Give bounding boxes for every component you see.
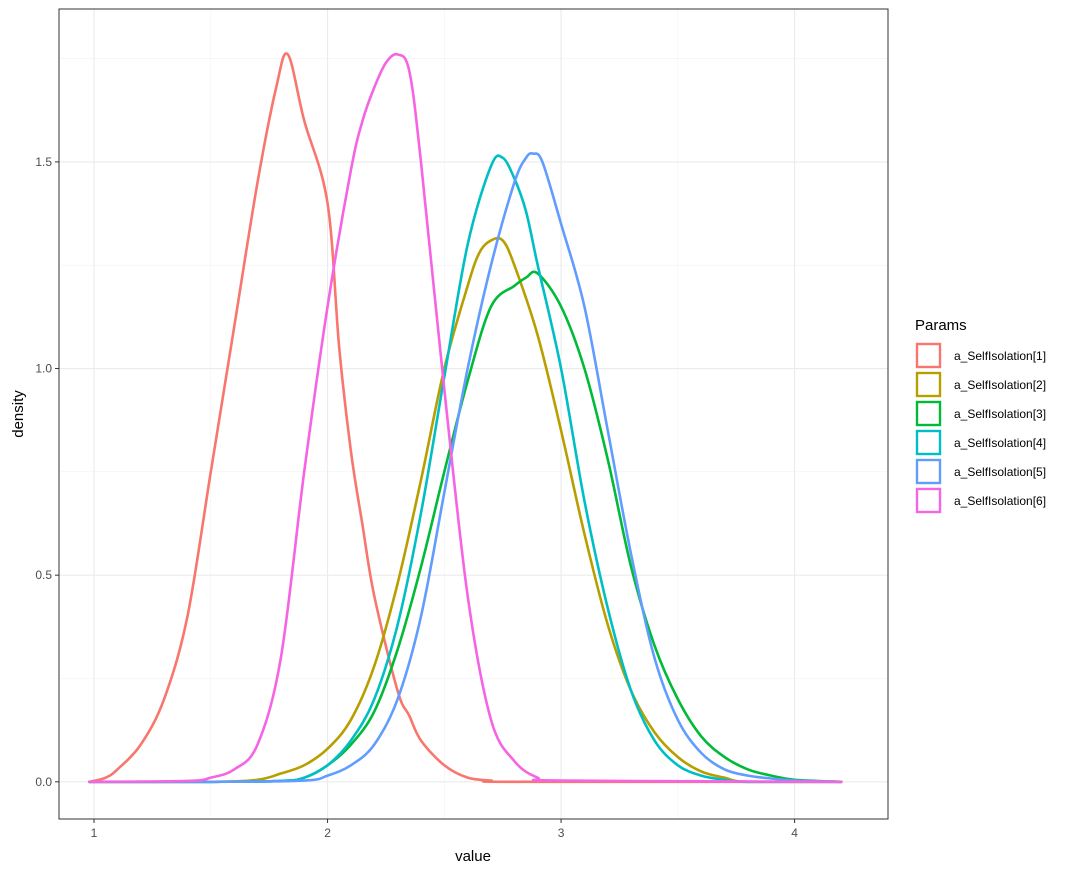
y-axis-title: density — [10, 390, 27, 438]
legend-key-1 — [915, 342, 942, 369]
legend-label-3: a_SelfIsolation[3] — [954, 407, 1046, 421]
legend-key-3 — [915, 400, 942, 427]
y-tick-label: 0.5 — [35, 568, 52, 582]
legend-label-1: a_SelfIsolation[1] — [954, 349, 1046, 363]
series-line-5 — [88, 152, 843, 784]
legend-key-6 — [915, 487, 942, 514]
legend-label-4: a_SelfIsolation[4] — [954, 436, 1046, 450]
legend-label-5: a_SelfIsolation[5] — [954, 465, 1046, 479]
plot-background — [59, 9, 888, 819]
legend-title: Params — [915, 317, 967, 334]
axes: 1 2 3 4 0.0 0.5 1.0 1.5 — [35, 155, 798, 840]
series-line-1 — [88, 52, 843, 784]
series-line-2 — [88, 236, 843, 784]
x-axis-title: value — [455, 848, 491, 865]
plot-border — [58, 8, 889, 820]
legend-label-2: a_SelfIsolation[2] — [954, 378, 1046, 392]
x-tick-label: 4 — [791, 826, 798, 840]
y-tick-label: 1.5 — [35, 155, 52, 169]
legend: Params a_SelfIsolation[1] a_SelfIsolation… — [915, 317, 1046, 514]
legend-key-5 — [915, 458, 942, 485]
y-tick-label: 1.0 — [35, 362, 52, 376]
x-tick-label: 2 — [324, 826, 331, 840]
density-series — [88, 52, 843, 784]
series-line-6 — [88, 52, 843, 784]
legend-key-2 — [915, 371, 942, 398]
series-line-4 — [88, 154, 843, 784]
y-tick-label: 0.0 — [35, 775, 52, 789]
legend-label-6: a_SelfIsolation[6] — [954, 494, 1046, 508]
x-tick-label: 3 — [558, 826, 565, 840]
x-tick-label: 1 — [91, 826, 98, 840]
legend-key-4 — [915, 429, 942, 456]
